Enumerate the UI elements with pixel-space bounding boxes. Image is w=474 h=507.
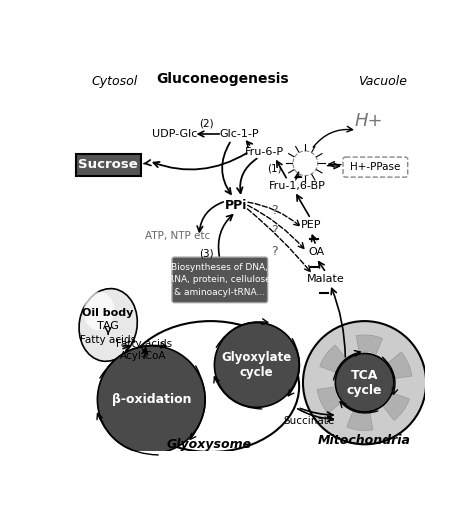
Wedge shape	[356, 335, 383, 354]
Text: (2): (2)	[200, 118, 214, 128]
Wedge shape	[320, 345, 346, 372]
Wedge shape	[317, 387, 341, 413]
Text: ATP, NTP etc: ATP, NTP etc	[145, 231, 210, 241]
Text: ?: ?	[271, 204, 278, 218]
Text: PEP: PEP	[301, 220, 321, 230]
Text: β-oxidation: β-oxidation	[111, 393, 191, 406]
Text: Fatty acids: Fatty acids	[80, 335, 136, 345]
Ellipse shape	[303, 321, 426, 444]
Text: (1): (1)	[267, 164, 282, 173]
Text: Vacuole: Vacuole	[358, 75, 407, 88]
FancyBboxPatch shape	[76, 154, 140, 175]
Ellipse shape	[79, 288, 137, 361]
Text: UDP-Glc: UDP-Glc	[152, 129, 197, 139]
Text: Cytosol: Cytosol	[91, 75, 137, 88]
Text: Glc-1-P: Glc-1-P	[219, 129, 259, 139]
Text: Fru-6-P: Fru-6-P	[245, 147, 284, 157]
Ellipse shape	[122, 321, 299, 452]
Text: Fru-1,6-BP: Fru-1,6-BP	[269, 182, 326, 191]
Text: (3): (3)	[200, 248, 214, 259]
FancyBboxPatch shape	[343, 157, 408, 177]
Text: ?: ?	[271, 224, 278, 237]
FancyBboxPatch shape	[172, 257, 267, 303]
Circle shape	[97, 346, 205, 454]
Text: OA: OA	[308, 247, 324, 257]
Text: H+-PPase: H+-PPase	[350, 162, 401, 172]
Text: ?: ?	[271, 245, 278, 258]
Text: Malate: Malate	[307, 274, 345, 284]
Text: Biosyntheses of DNA,
RNA, protein, cellulose
& aminoacyl-tRNA...: Biosyntheses of DNA, RNA, protein, cellu…	[168, 263, 271, 297]
Wedge shape	[383, 393, 410, 420]
Text: TAG: TAG	[97, 321, 119, 332]
Text: Mitochondria: Mitochondria	[318, 434, 411, 447]
Text: TCA
cycle: TCA cycle	[347, 369, 383, 396]
Ellipse shape	[83, 292, 114, 331]
Text: Acyl-CoA: Acyl-CoA	[120, 351, 167, 361]
Text: Fatty acids: Fatty acids	[116, 339, 172, 349]
Text: Sucrose: Sucrose	[78, 158, 138, 171]
Text: Oil body: Oil body	[82, 308, 134, 318]
Circle shape	[214, 322, 299, 407]
Text: Gluconeogenesis: Gluconeogenesis	[156, 73, 289, 86]
Circle shape	[334, 352, 395, 414]
Circle shape	[335, 353, 394, 412]
Wedge shape	[346, 411, 373, 430]
Text: Glyoxylate
cycle: Glyoxylate cycle	[222, 351, 292, 379]
Text: H+: H+	[354, 112, 383, 130]
Text: Glyoxysome: Glyoxysome	[166, 438, 252, 451]
Text: PPi: PPi	[225, 199, 247, 212]
Circle shape	[293, 151, 318, 175]
Text: Succinate: Succinate	[283, 416, 335, 426]
Wedge shape	[388, 352, 412, 378]
